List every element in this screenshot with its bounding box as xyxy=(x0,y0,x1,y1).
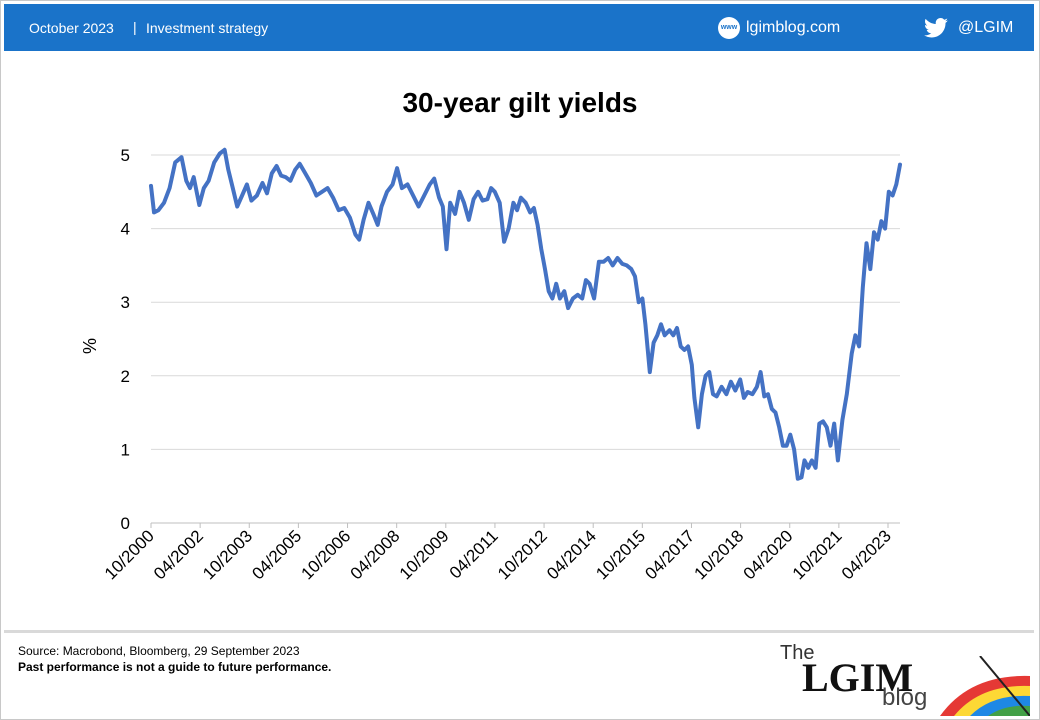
source-note: Source: Macrobond, Bloomberg, 29 Septemb… xyxy=(18,644,300,658)
logo-sub: blog xyxy=(882,684,928,711)
header-bar: October 2023 | Investment strategy www l… xyxy=(4,4,1034,51)
y-tick-label: 5 xyxy=(121,146,130,165)
header-date: October 2023 xyxy=(29,20,114,36)
x-tick-label: 10/2012 xyxy=(494,526,551,583)
y-tick-label: 3 xyxy=(121,293,130,312)
chart-title: 30-year gilt yields xyxy=(402,87,637,118)
lgim-blog-logo: The LGIM blog xyxy=(780,640,1030,716)
x-tick-label: 04/2014 xyxy=(543,526,600,583)
x-tick-label: 10/2009 xyxy=(396,526,453,583)
y-tick-label: 0 xyxy=(121,514,130,533)
disclaimer: Past performance is not a guide to futur… xyxy=(18,660,332,674)
x-tick-label: 10/2018 xyxy=(691,526,748,583)
series-line xyxy=(149,147,902,481)
x-tick-label: 10/2006 xyxy=(297,526,354,583)
twitter-bird-icon xyxy=(924,18,948,38)
globe-icon: www xyxy=(718,17,740,39)
footer-divider xyxy=(4,630,1034,633)
logo-the: The xyxy=(780,642,815,664)
twitter-handle[interactable]: @LGIM xyxy=(958,19,1014,36)
umbrella-icon xyxy=(930,656,1030,716)
y-tick-label: 1 xyxy=(121,440,130,459)
header-category: Investment strategy xyxy=(146,20,269,36)
x-tick-label: 10/2000 xyxy=(101,526,158,583)
logo-main: LGIM xyxy=(802,655,914,700)
website-link[interactable]: lgimblog.com xyxy=(746,19,841,36)
x-tick-label: 10/2003 xyxy=(199,526,256,583)
y-tick-label: 2 xyxy=(121,367,130,386)
x-tick-label: 04/2002 xyxy=(150,526,207,583)
x-tick-label: 04/2011 xyxy=(446,526,502,582)
x-tick-label: 04/2020 xyxy=(740,526,797,583)
y-axis-label: % xyxy=(80,338,100,354)
x-tick-label: 04/2023 xyxy=(838,526,895,583)
x-tick-label: 04/2008 xyxy=(347,526,404,583)
y-tick-label: 4 xyxy=(121,220,130,239)
x-tick-label: 10/2015 xyxy=(592,526,649,583)
x-tick-label: 04/2017 xyxy=(641,526,698,583)
x-tick-label: 04/2005 xyxy=(248,526,305,583)
header-separator: | xyxy=(133,19,137,35)
x-tick-label: 10/2021 xyxy=(789,526,846,583)
